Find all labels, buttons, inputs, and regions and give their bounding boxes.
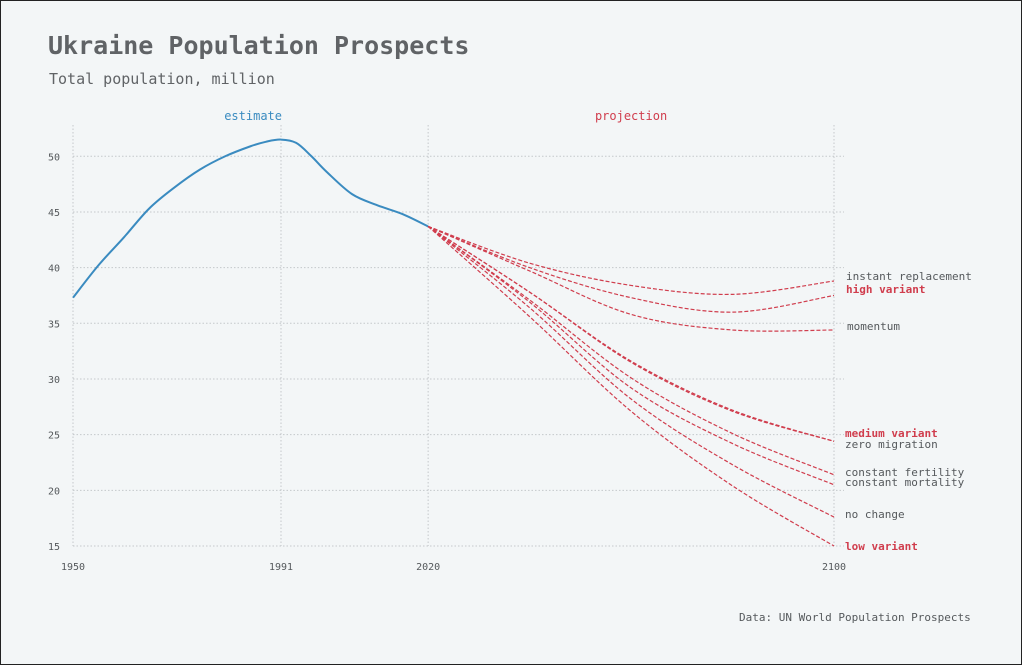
projection-line-medium-variant: [427, 225, 835, 442]
series-label-instant-replacement: instant replacement: [846, 270, 972, 283]
projection-line-no-change: [427, 225, 835, 518]
projection-line-momentum: [427, 225, 835, 332]
series-label-momentum: momentum: [847, 320, 900, 333]
chart-title: Ukraine Population Prospects: [48, 31, 470, 60]
projection-line-high-variant: [427, 225, 835, 313]
y-tick-label: 50: [48, 152, 60, 163]
projection-line-zero-migration: [427, 225, 835, 442]
projection-line-low-variant: [427, 225, 835, 547]
series-label-high-variant: high variant: [846, 283, 925, 296]
chart-subtitle: Total population, million: [49, 70, 275, 88]
series-label-medium-variant: medium variant: [845, 427, 938, 440]
series-label-zero-migration: zero migration: [845, 438, 938, 451]
data-source-note: Data: UN World Population Prospects: [739, 611, 971, 624]
y-tick-label: 45: [48, 208, 60, 219]
x-tick-label: 2100: [822, 562, 846, 573]
y-tick-label: 40: [48, 264, 60, 275]
y-tick-label: 25: [48, 431, 60, 442]
x-tick-label: 2020: [416, 562, 440, 573]
y-tick-label: 35: [48, 319, 60, 330]
projection-line-constant-fertility: [427, 225, 835, 476]
series-label-constant-mortality: constant mortality: [845, 476, 965, 489]
y-tick-label: 15: [48, 542, 60, 553]
y-tick-label: 20: [48, 486, 60, 497]
series-label-no-change: no change: [845, 508, 905, 521]
projection-line-constant-mortality: [427, 225, 835, 486]
x-tick-label: 1950: [61, 562, 85, 573]
y-tick-label: 30: [48, 375, 60, 386]
series-label-low-variant: low variant: [845, 540, 918, 553]
projection-line-instant-replacement: [427, 225, 835, 296]
estimate-series-line: [72, 138, 429, 299]
projection-period-label: projection: [595, 109, 667, 123]
series-label-constant-fertility: constant fertility: [845, 466, 965, 479]
estimate-period-label: estimate: [224, 109, 282, 123]
x-tick-label: 1991: [269, 562, 293, 573]
